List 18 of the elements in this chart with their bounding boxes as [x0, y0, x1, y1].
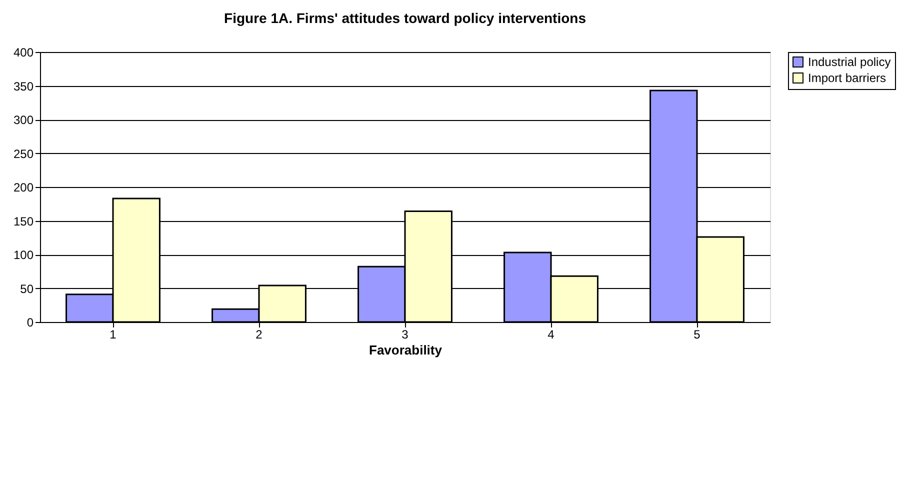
legend-label: Import barriers: [808, 71, 886, 85]
x-tick-label: 1: [110, 328, 117, 342]
x-axis-title: Favorability: [369, 342, 443, 358]
y-tick-label: 100: [13, 248, 34, 262]
chart-title: Figure 1A. Firms' attitudes toward policy interventions: [224, 10, 586, 26]
y-tick-label: 200: [13, 180, 34, 194]
x-tick-label: 3: [402, 328, 409, 342]
y-tick-label: 150: [13, 214, 34, 228]
legend-label: Industrial policy: [808, 55, 891, 69]
y-tick-label: 0: [26, 316, 34, 330]
y-tick-label: 300: [13, 113, 34, 127]
x-tick-label: 5: [694, 328, 701, 342]
y-tick-label: 350: [13, 79, 34, 94]
y-tick-label: 50: [20, 282, 34, 296]
y-tick-label: 250: [13, 146, 34, 161]
y-tick-label: 400: [13, 46, 34, 60]
x-tick-label: 2: [256, 328, 263, 342]
x-tick-label: 4: [548, 328, 555, 342]
